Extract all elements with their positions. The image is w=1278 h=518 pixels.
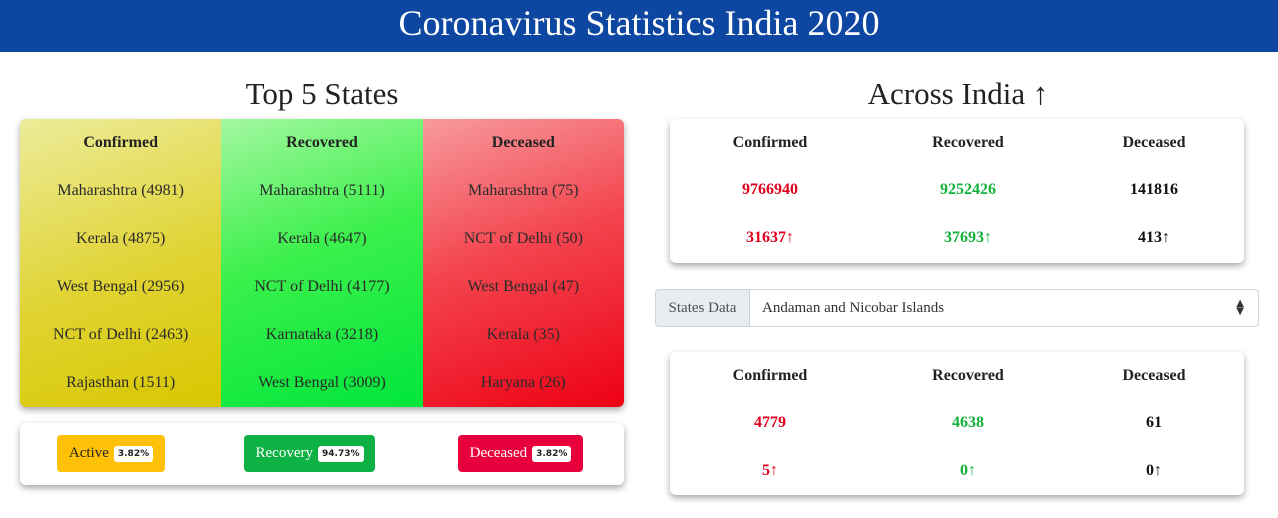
list-item: NCT of Delhi (4177) — [254, 278, 390, 295]
top5-states-card: Confirmed Maharashtra (4981) Kerala (487… — [20, 119, 624, 407]
states-select-value: Andaman and Nicobar Islands — [762, 300, 945, 316]
list-item: West Bengal (47) — [467, 278, 580, 295]
list-item: Maharashtra (5111) — [259, 182, 385, 199]
states-select-label: States Data — [656, 290, 750, 326]
column-header: Confirmed — [83, 134, 158, 151]
confirmed-delta: 5↑ — [762, 462, 778, 479]
page-title: Coronavirus Statistics India 2020 — [398, 3, 880, 43]
active-rate-label: Active — [68, 445, 109, 461]
list-item: Kerala (4875) — [76, 230, 166, 247]
list-item: Rajasthan (1511) — [66, 374, 176, 391]
recovered-header: Recovered — [932, 134, 1004, 151]
confirmed-header: Confirmed — [732, 367, 808, 384]
active-rate-button[interactable]: Active 3.82% — [57, 435, 165, 472]
across-india-title: Across India ↑ — [867, 76, 1049, 111]
deceased-total: 61 — [1146, 414, 1162, 431]
recovered-total: 9252426 — [940, 181, 996, 198]
recovered-header: Recovered — [932, 367, 1004, 384]
recovery-rate-label: Recovery — [255, 445, 313, 461]
deceased-header: Deceased — [1122, 134, 1186, 151]
active-rate-badge: 3.82% — [113, 445, 154, 462]
recovery-rate-badge: 94.73% — [318, 445, 364, 462]
recovered-total: 4638 — [952, 414, 984, 431]
column-header: Deceased — [491, 134, 555, 151]
deceased-rate-button[interactable]: Deceased 3.82% — [458, 435, 583, 472]
deceased-rate-badge: 3.82% — [532, 445, 572, 462]
states-select[interactable]: Andaman and Nicobar Islands ▲ ▼ — [750, 290, 1258, 326]
confirmed-total: 9766940 — [742, 181, 798, 198]
list-item: NCT of Delhi (50) — [463, 230, 583, 247]
list-item: West Bengal (3009) — [258, 374, 386, 391]
list-item: Haryana (26) — [480, 374, 566, 391]
top5-confirmed-column: Confirmed Maharashtra (4981) Kerala (487… — [20, 119, 222, 407]
confirmed-total: 4779 — [754, 414, 786, 431]
list-item: Maharashtra (75) — [468, 182, 579, 199]
state-stats-card: Confirmed Recovered Deceased 4779 4638 6… — [670, 352, 1244, 495]
recovered-delta: 0↑ — [960, 462, 976, 479]
list-item: Karnataka (3218) — [265, 326, 379, 343]
deceased-delta: 413↑ — [1138, 229, 1170, 246]
deceased-total: 141816 — [1130, 181, 1178, 198]
list-item: Kerala (4647) — [277, 230, 367, 247]
select-arrows-icon: ▲ ▼ — [1236, 298, 1244, 317]
column-header: Recovered — [286, 134, 358, 151]
rates-card: Active 3.82% Recovery 94.73% Deceased 3.… — [20, 423, 624, 485]
app-header: Coronavirus Statistics India 2020 — [0, 0, 1278, 52]
confirmed-header: Confirmed — [732, 134, 808, 151]
top5-title: Top 5 States — [245, 76, 399, 111]
list-item: Kerala (35) — [486, 326, 560, 343]
confirmed-delta: 31637↑ — [746, 229, 794, 246]
deceased-delta: 0↑ — [1146, 462, 1162, 479]
recovery-rate-button[interactable]: Recovery 94.73% — [244, 435, 375, 472]
list-item: NCT of Delhi (2463) — [53, 326, 189, 343]
list-item: Maharashtra (4981) — [57, 182, 184, 199]
list-item: West Bengal (2956) — [56, 278, 185, 295]
top5-deceased-column: Deceased Maharashtra (75) NCT of Delhi (… — [422, 119, 624, 407]
top5-recovered-column: Recovered Maharashtra (5111) Kerala (464… — [221, 119, 423, 407]
india-stats-card: Confirmed Recovered Deceased 9766940 925… — [670, 119, 1244, 263]
deceased-header: Deceased — [1122, 367, 1186, 384]
recovered-delta: 37693↑ — [944, 229, 992, 246]
states-select-group: States Data Andaman and Nicobar Islands … — [655, 289, 1259, 327]
deceased-rate-label: Deceased — [469, 445, 528, 461]
